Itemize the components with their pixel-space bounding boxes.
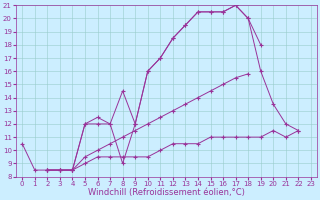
X-axis label: Windchill (Refroidissement éolien,°C): Windchill (Refroidissement éolien,°C)	[88, 188, 245, 197]
